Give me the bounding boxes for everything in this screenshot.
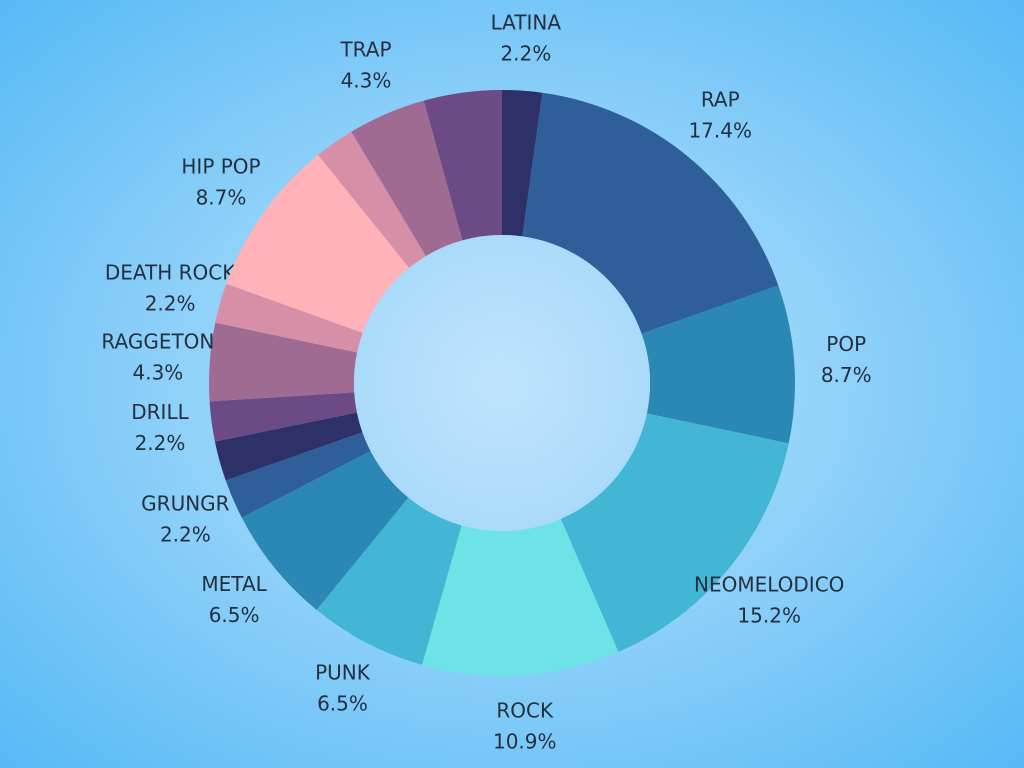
value-label: 2.2% — [500, 41, 551, 65]
slice — [502, 90, 543, 237]
value-label: 6.5% — [209, 603, 260, 627]
slice-label: METAL — [201, 572, 267, 596]
slice-label: NEOMELODICO — [694, 573, 844, 597]
slice-label: ROCK — [496, 699, 554, 723]
slice-label: LATINA — [491, 10, 562, 34]
value-label: 17.4% — [688, 118, 752, 142]
slice-label: PUNK — [315, 660, 371, 684]
slice — [215, 283, 363, 353]
slice — [214, 412, 363, 481]
slice — [560, 413, 789, 652]
slice-label: TRAP — [339, 37, 391, 61]
slice-label: HIP POP — [181, 154, 260, 178]
slice — [641, 285, 795, 444]
slice-label: RAP — [701, 87, 740, 111]
donut-hole — [354, 235, 650, 531]
slice — [225, 432, 371, 518]
slice-label: GRUNGR — [141, 492, 229, 516]
value-label: 4.3% — [132, 361, 183, 385]
value-label: 4.3% — [341, 68, 392, 92]
slice-label: RAGGETON — [101, 330, 214, 354]
slice-label: DRILL — [131, 400, 189, 424]
slice — [522, 92, 779, 334]
value-label: 15.2% — [737, 604, 801, 628]
slice — [208, 322, 358, 402]
slice-label: POP — [826, 332, 866, 356]
value-label: 2.2% — [145, 291, 196, 315]
slice — [241, 451, 409, 610]
value-label: 10.9% — [493, 730, 557, 754]
value-label: 2.2% — [160, 523, 211, 547]
value-label: 2.2% — [135, 431, 186, 455]
slice-label: DEATH ROCK — [105, 260, 236, 284]
value-label: 8.7% — [821, 363, 872, 387]
slice — [422, 518, 619, 676]
value-label: 6.5% — [317, 691, 368, 715]
value-label: 8.7% — [196, 185, 247, 209]
slice — [226, 154, 410, 333]
slice — [209, 392, 357, 442]
slice — [351, 100, 463, 257]
slice — [423, 90, 502, 241]
slice — [316, 497, 462, 665]
slice — [318, 131, 426, 268]
